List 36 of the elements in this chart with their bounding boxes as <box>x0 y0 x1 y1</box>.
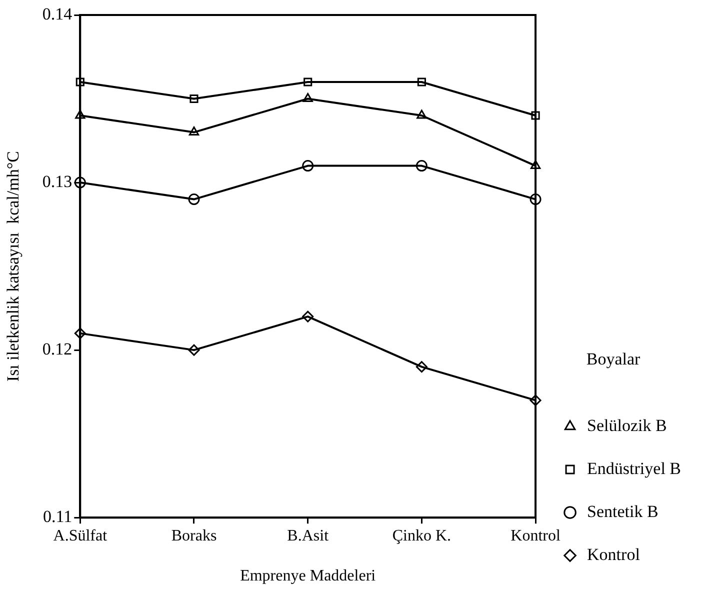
point <box>74 176 86 188</box>
x-axis-title: Emprenye Maddeleri <box>240 568 376 585</box>
point <box>75 110 86 119</box>
point <box>304 78 312 86</box>
x-tick-label: B.Asit <box>287 527 330 544</box>
point <box>188 194 200 206</box>
y-axis-title: Isı iletkenlik katsayısı kcal/mh°C <box>4 150 23 382</box>
y-tick-label: 0.11 <box>43 507 72 526</box>
point <box>188 344 200 356</box>
point <box>76 78 84 86</box>
point <box>416 110 427 119</box>
x-tick-label: Kontrol <box>510 527 561 544</box>
point <box>530 194 542 206</box>
point <box>302 93 313 102</box>
legend-label: Endüstriyel B <box>587 458 682 478</box>
x-tick-label: Boraks <box>171 527 217 544</box>
point <box>417 78 426 86</box>
point <box>190 94 198 104</box>
x-tick-label: A.Sülfat <box>53 527 108 544</box>
x-tick-label: Çinko K. <box>392 527 452 544</box>
y-tick-label: 0.13 <box>42 172 72 191</box>
point <box>188 126 200 136</box>
y-tick-label: 0.14 <box>42 4 73 24</box>
point <box>74 328 86 340</box>
y-tick-label: 0.12 <box>42 340 72 359</box>
point <box>416 361 428 373</box>
point <box>302 310 314 322</box>
point <box>530 160 541 170</box>
legend-title: Boyalar <box>586 350 641 369</box>
point <box>530 394 542 406</box>
point <box>302 160 314 172</box>
legend-label: Sentetik B <box>587 502 658 521</box>
point <box>416 160 428 172</box>
legend-label: Kontrol <box>587 544 640 564</box>
point <box>531 111 540 120</box>
legend-label: Selülozik B <box>587 416 667 435</box>
